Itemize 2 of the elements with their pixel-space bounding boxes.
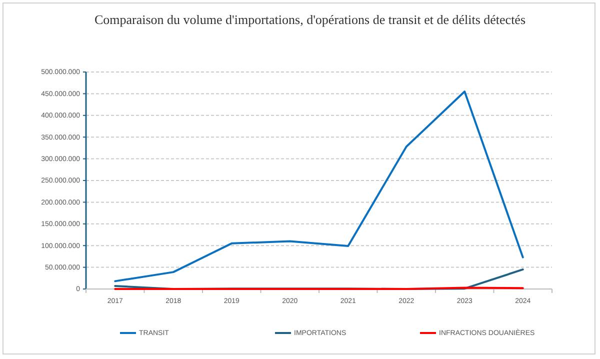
line-series [114,90,524,282]
chart-title: Comparaison du volume d'importations, d'opérations de transit et de délits détectés [94,12,526,27]
